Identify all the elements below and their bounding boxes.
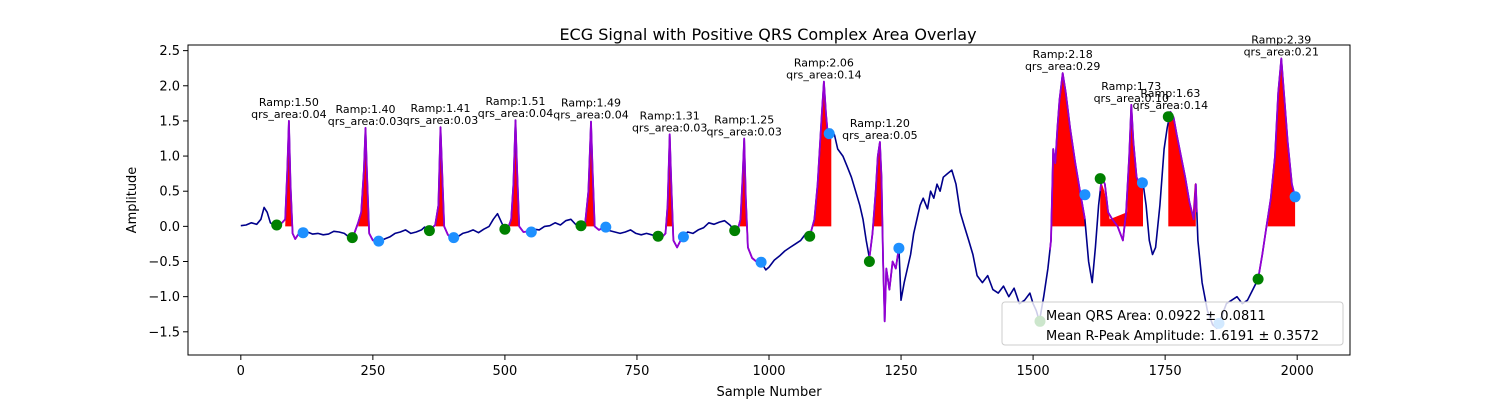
ramp-annotation: Ramp:1.25 [714, 114, 774, 127]
qrs-area-annotation: qrs_area:0.29 [1025, 60, 1100, 73]
ramp-annotation: Ramp:1.63 [1140, 87, 1200, 100]
qrs-area-fill [1267, 58, 1296, 227]
qrs-area-annotation: qrs_area:0.03 [632, 121, 707, 134]
y-tick-label: 0.0 [159, 220, 180, 235]
qrs-area-fill [1052, 73, 1085, 227]
x-tick-label: 1250 [884, 364, 917, 379]
q-point-marker [271, 219, 283, 231]
ramp-annotation: Ramp:1.20 [850, 117, 910, 130]
y-tick-label: −1.5 [148, 325, 180, 340]
y-tick-label: 1.0 [159, 150, 180, 165]
s-point-marker [1136, 177, 1148, 189]
qrs-segment-line [1099, 103, 1144, 242]
qrs-area-fill [1168, 111, 1196, 227]
qrs-area-annotation: qrs_area:0.05 [842, 129, 917, 142]
qrs-area-annotation: qrs_area:0.14 [786, 69, 861, 82]
s-point-marker [373, 235, 385, 247]
q-point-marker [804, 230, 816, 242]
y-tick-label: 1.5 [159, 114, 180, 129]
x-tick-label: 1000 [752, 364, 785, 379]
x-tick-label: 250 [360, 364, 385, 379]
s-point-marker [893, 242, 905, 254]
chart-title: ECG Signal with Positive QRS Complex Are… [559, 25, 976, 44]
y-tick-label: −0.5 [148, 255, 180, 270]
s-point-marker [1079, 189, 1091, 201]
ramp-annotation: Ramp:2.06 [794, 57, 854, 70]
x-tick-label: 500 [492, 364, 517, 379]
ramp-annotation: Ramp:1.49 [561, 97, 621, 110]
qrs-area-annotation: qrs_area:0.03 [328, 115, 403, 128]
qrs-area-annotation: qrs_area:0.10 [1094, 92, 1169, 105]
q-point-marker [1162, 111, 1174, 123]
plot-content [240, 57, 1301, 330]
qrs-area-fill [1100, 104, 1143, 227]
qrs-segment-line [1049, 72, 1086, 250]
s-point-marker [823, 128, 835, 140]
s-point-marker [525, 226, 537, 238]
qrs-segment-line [580, 120, 606, 231]
x-tick-label: 750 [625, 364, 650, 379]
qrs-area-annotation: qrs_area:0.03 [403, 114, 478, 127]
ramp-annotation: Ramp:1.40 [335, 103, 395, 116]
legend-entry-mean-r-peak-amplitude: Mean R-Peak Amplitude: 1.6191 ± 0.3572 [1046, 329, 1319, 344]
legend: Mean QRS Area: 0.0922 ± 0.0811 Mean R-Pe… [1001, 301, 1344, 346]
q-point-marker [423, 225, 435, 237]
s-point-marker [677, 231, 689, 243]
x-tick-label: 0 [237, 364, 245, 379]
qrs-area-annotation: qrs_area:0.04 [478, 107, 553, 120]
qrs-segment-line [868, 141, 900, 323]
ramp-annotation: Ramp:2.39 [1251, 33, 1311, 46]
y-tick-label: 2.5 [159, 44, 180, 59]
ramp-annotation: Ramp:1.73 [1101, 80, 1161, 93]
qrs-area-fill [811, 81, 832, 227]
q-point-marker [346, 232, 358, 244]
x-tick-label: 1750 [1149, 364, 1182, 379]
x-tick-label: 1500 [1017, 364, 1050, 379]
qrs-area-annotation: qrs_area:0.04 [553, 109, 628, 122]
ramp-annotation: Ramp:2.18 [1033, 48, 1093, 61]
s-point-marker [297, 227, 309, 239]
q-point-marker [575, 220, 587, 232]
qrs-segment-line [734, 137, 761, 264]
s-point-marker [1289, 191, 1301, 203]
qrs-segment-line [277, 120, 304, 240]
ramp-annotation: Ramp:1.51 [485, 95, 545, 108]
ramp-annotation: Ramp:1.31 [640, 109, 700, 122]
q-point-marker [729, 225, 741, 237]
q-point-marker [499, 223, 511, 235]
qrs-segment-line [1257, 57, 1296, 280]
qrs-area-annotation: qrs_area:0.03 [706, 126, 781, 139]
s-point-marker [448, 232, 460, 244]
ramp-annotation: Ramp:1.41 [410, 102, 470, 115]
qrs-area-annotation: qrs_area:0.14 [1133, 99, 1208, 112]
y-tick-label: −1.0 [148, 290, 180, 305]
q-point-marker [652, 230, 664, 242]
q-point-marker [1094, 173, 1106, 185]
y-tick-label: 0.5 [159, 185, 180, 200]
legend-entry-mean-qrs-area: Mean QRS Area: 0.0922 ± 0.0811 [1046, 309, 1266, 324]
y-axis: −1.5 −1.0 −0.5 0.0 0.5 1.0 1.5 2.0 2.5 [148, 44, 188, 340]
ramp-annotation: Ramp:1.50 [259, 96, 319, 109]
qrs-segment-line [504, 119, 532, 233]
x-axis: 0 250 500 750 1000 1250 1500 1750 2000 [237, 355, 1314, 379]
s-point-marker [600, 221, 612, 233]
x-axis-label: Sample Number [716, 385, 822, 400]
q-point-marker [863, 256, 875, 267]
x-tick-label: 2000 [1281, 364, 1314, 379]
qrs-area-annotation: qrs_area:0.21 [1244, 45, 1319, 58]
y-axis-label: Amplitude [125, 167, 140, 234]
q-point-marker [1252, 273, 1264, 285]
s-point-marker [755, 256, 767, 268]
qrs-segment-line [658, 133, 685, 249]
qrs-segment-line [352, 127, 380, 243]
y-tick-label: 2.0 [159, 79, 180, 94]
legend-box [1001, 301, 1344, 346]
qrs-area-annotation: qrs_area:0.04 [251, 108, 326, 121]
